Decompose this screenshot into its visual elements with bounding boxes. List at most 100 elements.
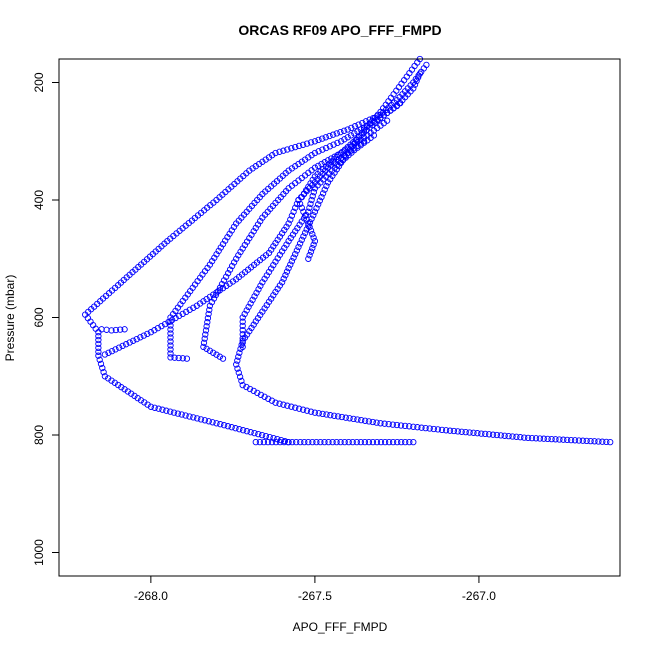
data-point [239, 322, 246, 330]
data-point [295, 142, 303, 150]
data-point [206, 302, 214, 309]
data-point [122, 341, 130, 348]
data-point [228, 424, 235, 431]
data-point [301, 229, 309, 237]
data-point [307, 227, 315, 234]
data-point [308, 152, 315, 159]
data-point [229, 278, 237, 285]
data-point [422, 424, 429, 432]
data-point [337, 128, 344, 136]
data-point [458, 428, 465, 435]
y-tick-label: 400 [32, 190, 46, 210]
data-point [315, 201, 322, 208]
data-point [327, 412, 334, 419]
data-point [167, 354, 174, 361]
data-point [255, 160, 263, 168]
data-point [347, 132, 355, 139]
data-point [377, 420, 384, 427]
data-point [414, 424, 421, 431]
data-point [354, 128, 361, 135]
data-point [298, 158, 305, 165]
data-point [205, 418, 212, 425]
data-point [292, 404, 299, 411]
data-point [217, 421, 224, 428]
data-point [288, 212, 296, 219]
data-point [333, 130, 340, 137]
data-point [121, 326, 128, 333]
data-point [141, 399, 148, 406]
data-point [202, 327, 210, 334]
data-point [167, 338, 174, 345]
data-point [255, 430, 262, 438]
data-point [262, 156, 269, 163]
data-point [201, 335, 208, 342]
data-point [305, 208, 312, 215]
data-point [126, 339, 133, 346]
data-point [261, 305, 268, 312]
data-point [556, 436, 563, 443]
data-point [205, 310, 212, 318]
data-point [203, 323, 210, 330]
data-point [216, 287, 223, 294]
data-point [295, 196, 302, 204]
data-point [219, 355, 227, 362]
data-point [96, 356, 103, 363]
data-point [295, 243, 302, 251]
data-point [105, 349, 112, 356]
data-point [298, 236, 305, 244]
data-point [303, 216, 310, 223]
data-point [167, 326, 174, 333]
data-point [210, 349, 217, 356]
data-point [103, 326, 110, 333]
data-point [250, 321, 257, 328]
data-point [288, 403, 295, 410]
data-point [406, 423, 413, 430]
data-point [144, 401, 151, 408]
data-point [95, 336, 102, 344]
data-point [235, 353, 242, 360]
data-point [247, 300, 254, 307]
data-points [82, 55, 614, 446]
data-point [274, 285, 281, 292]
data-point [319, 146, 326, 153]
data-point [413, 77, 420, 85]
data-point [272, 399, 279, 406]
data-point [186, 413, 193, 420]
data-point [190, 414, 197, 421]
data-point [167, 350, 174, 357]
data-point [210, 295, 218, 302]
data-point [341, 438, 348, 446]
data-point [239, 318, 246, 325]
data-point [276, 282, 284, 289]
data-point [293, 200, 301, 208]
data-point [159, 406, 166, 413]
data-point [285, 167, 292, 174]
data-point [319, 190, 327, 197]
data-point [276, 233, 284, 240]
data-point [259, 158, 266, 165]
data-point [337, 138, 345, 145]
data-point [389, 438, 397, 446]
data-point [236, 426, 243, 433]
data-point [341, 136, 348, 143]
data-point [309, 230, 316, 238]
data-point [309, 245, 316, 252]
data-point [246, 167, 253, 174]
data-point [204, 314, 212, 322]
data-point [438, 426, 446, 434]
data-point [270, 243, 277, 250]
data-point [361, 438, 369, 446]
data-point [272, 288, 279, 296]
data-point [239, 314, 246, 321]
data-point [203, 345, 210, 352]
data-point [462, 428, 469, 436]
data-point [373, 113, 381, 120]
data-point [283, 268, 291, 275]
data-point [315, 148, 322, 155]
data-point [200, 298, 207, 305]
data-point [257, 391, 265, 399]
x-tick-label: -267.0 [462, 589, 496, 603]
data-point [276, 400, 283, 407]
data-point [254, 315, 262, 322]
data-point [246, 385, 254, 393]
